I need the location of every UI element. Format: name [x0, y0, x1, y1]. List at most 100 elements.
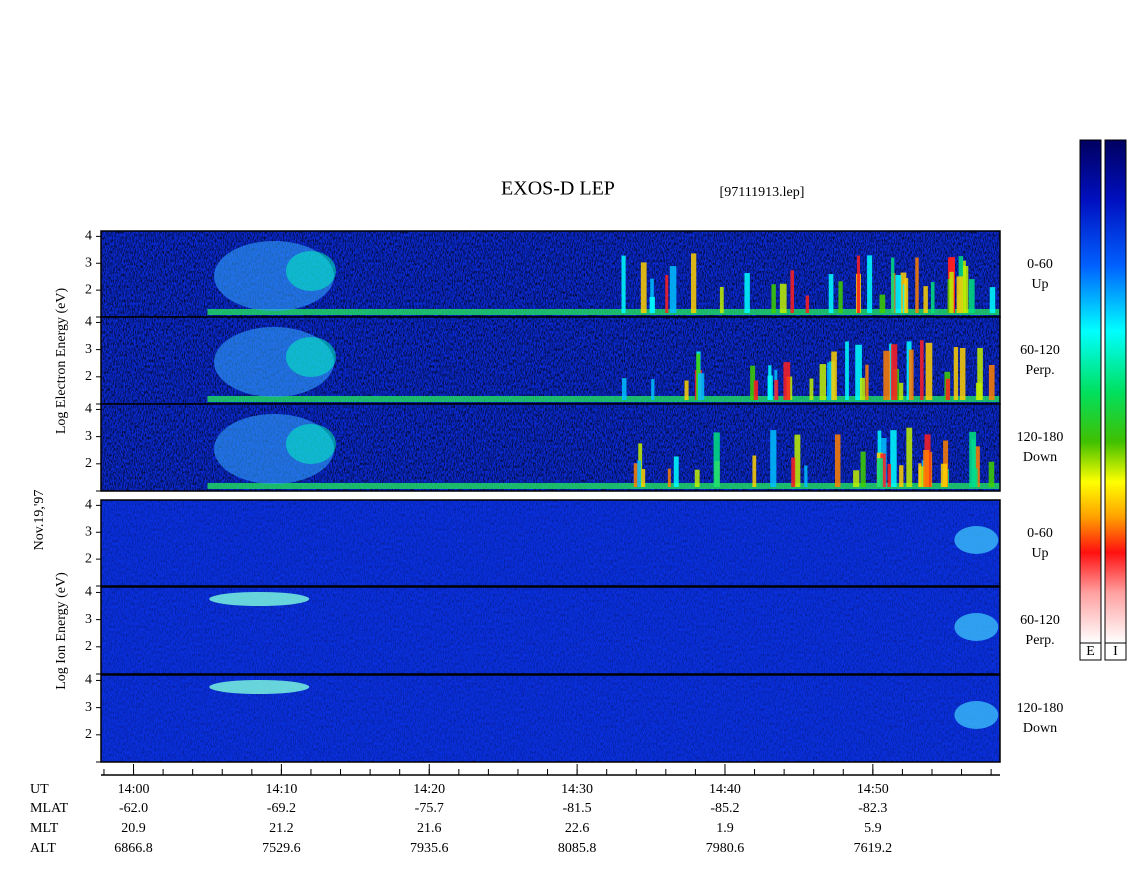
- orbit-value: 20.9: [121, 821, 146, 836]
- spectrum-texture: [640, 262, 647, 313]
- panel-frame: [100, 674, 1001, 763]
- x-tick-label: 14:30: [561, 782, 593, 797]
- pitch-direction: Perp.: [1025, 633, 1054, 648]
- orbit-value: 7980.6: [706, 841, 745, 856]
- spectrum-texture: [974, 468, 978, 487]
- spectrum-texture: [962, 266, 969, 313]
- spectrum-texture: [774, 379, 779, 400]
- spectrum-texture: [753, 380, 759, 400]
- spectrum-texture: [809, 378, 814, 400]
- spectrum-texture: [974, 446, 980, 487]
- y-tick-label: 2: [85, 639, 92, 654]
- y-tick-label: 4: [85, 673, 92, 688]
- pitch-angle: 0-60: [1027, 257, 1053, 272]
- orbit-value: 21.6: [417, 821, 442, 836]
- spectrum-texture: [891, 257, 895, 313]
- orbit-row-label: UT: [30, 782, 49, 797]
- spectrum-texture: [684, 380, 689, 400]
- spectrum-texture: [865, 364, 869, 400]
- y-tick-label: 2: [85, 456, 92, 471]
- spectrum-texture: [918, 466, 926, 487]
- spectrum-texture: [209, 680, 310, 694]
- spectrum-texture: [804, 465, 808, 487]
- spectrum-texture: [953, 347, 959, 400]
- spectrum-texture: [650, 278, 654, 313]
- spectrum-texture: [879, 294, 886, 313]
- spectrum-texture: [856, 255, 861, 313]
- spectrum-texture: [915, 257, 919, 313]
- panel-frame: [100, 403, 1001, 492]
- spectrum-texture: [940, 463, 948, 487]
- y-tick-label: 3: [85, 255, 92, 270]
- spectrum-texture: [988, 461, 995, 487]
- spectrum-texture: [641, 469, 646, 487]
- date-label: Nov.19,'97: [32, 490, 47, 551]
- spectrum-texture: [930, 282, 935, 313]
- orbit-value: 7935.6: [410, 841, 449, 856]
- spectrum-texture: [954, 701, 999, 729]
- pitch-direction: Down: [1023, 721, 1057, 736]
- spectrum-texture: [918, 463, 922, 487]
- orbit-value: 22.6: [565, 821, 590, 836]
- pitch-direction: Up: [1031, 277, 1048, 292]
- color-bar-label-box: [1104, 642, 1127, 661]
- y-tick-label: 3: [85, 700, 92, 715]
- spectrum-texture: [899, 382, 904, 400]
- spectrum-texture: [906, 427, 913, 487]
- spectrum-texture: [207, 309, 1001, 315]
- spectrum-texture: [771, 284, 776, 313]
- spectrum-texture: [887, 464, 892, 487]
- y-tick-label: 3: [85, 612, 92, 627]
- pitch-direction: Down: [1023, 450, 1057, 465]
- spectrum-texture: [867, 255, 873, 313]
- species-label: Log Ion Energy (eV): [54, 572, 69, 690]
- spectrum-texture: [988, 364, 995, 400]
- color-bar: [1104, 139, 1127, 644]
- spectrum-texture: [633, 463, 640, 487]
- spectrum-texture: [853, 470, 860, 487]
- spectrum-texture: [621, 255, 626, 313]
- spectrum-texture: [713, 432, 720, 487]
- orbit-value: 7529.6: [262, 841, 301, 856]
- spectrum-texture: [838, 281, 843, 313]
- y-tick-label: 2: [85, 369, 92, 384]
- file-name: [97111913.lep]: [720, 185, 805, 200]
- spectrum-texture: [860, 451, 866, 487]
- pitch-angle: 0-60: [1027, 526, 1053, 541]
- y-tick-label: 3: [85, 342, 92, 357]
- spectrum-texture: [649, 296, 656, 313]
- spectrum-texture: [783, 362, 791, 400]
- spectrum-texture: [285, 251, 336, 291]
- orbit-value: -62.0: [119, 801, 148, 816]
- spectrum-texture: [651, 379, 655, 400]
- y-tick-label: 2: [85, 282, 92, 297]
- spectrum-texture: [691, 253, 697, 313]
- orbit-value: -82.3: [858, 801, 887, 816]
- orbit-value: 8085.8: [558, 841, 597, 856]
- spectrum-texture: [923, 286, 928, 313]
- spectrum-texture: [752, 455, 757, 487]
- spectrum-texture: [925, 342, 933, 400]
- color-bar: [1079, 139, 1102, 644]
- spectrum-texture: [959, 347, 966, 400]
- spectrum-texture: [665, 274, 669, 313]
- pitch-angle: 60-120: [1020, 613, 1060, 628]
- spectrum-texture: [880, 453, 886, 487]
- spectrum-texture: [859, 377, 865, 400]
- spectrum-texture: [827, 362, 835, 400]
- pitch-direction: Perp.: [1025, 363, 1054, 378]
- spectrum-texture: [845, 341, 849, 400]
- color-bar-label-box: [1079, 642, 1102, 661]
- spectrum-texture: [669, 266, 677, 313]
- spectrum-texture: [779, 283, 787, 313]
- spectrum-texture: [949, 271, 954, 313]
- y-tick-label: 2: [85, 727, 92, 742]
- x-tick-label: 14:20: [413, 782, 445, 797]
- color-bar-label: E: [1086, 644, 1095, 659]
- spectrum-texture: [890, 430, 897, 487]
- color-bar-label: I: [1113, 644, 1118, 659]
- spectrum-texture: [855, 344, 862, 400]
- spectrum-texture: [719, 286, 724, 313]
- y-tick-label: 4: [85, 229, 92, 244]
- species-label: Log Electron Energy (eV): [54, 288, 69, 435]
